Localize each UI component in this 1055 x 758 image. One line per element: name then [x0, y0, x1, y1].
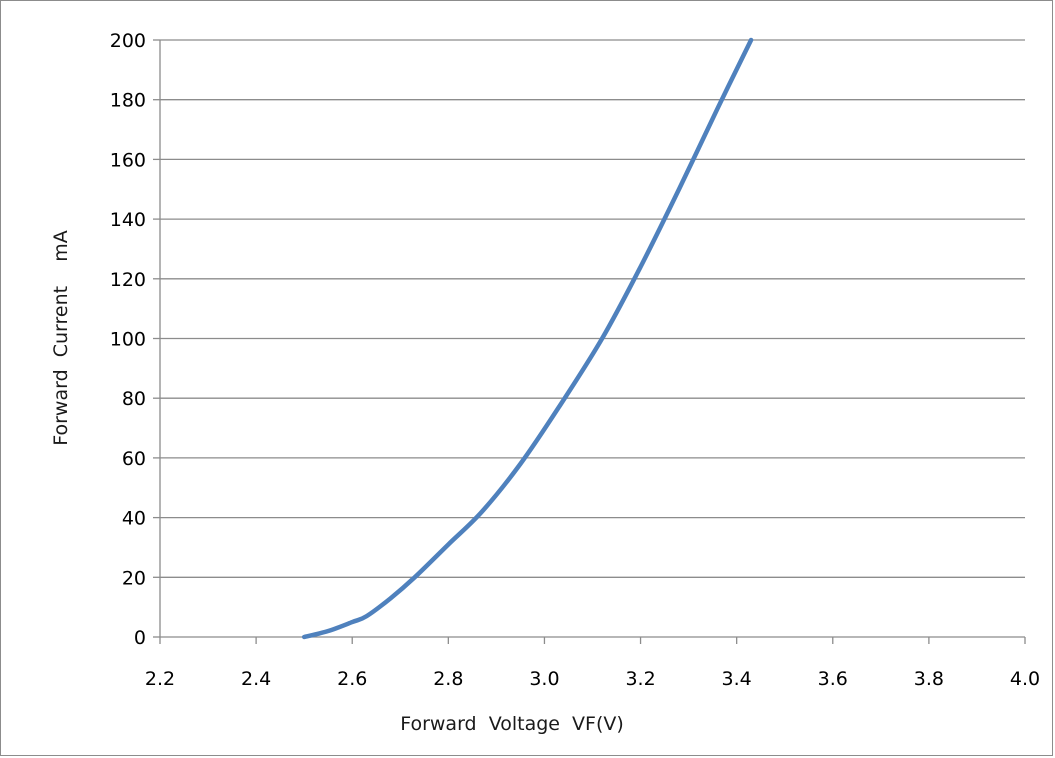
y-tick-label: 180 — [110, 90, 146, 112]
series-line — [301, 37, 754, 640]
y-tick-label: 160 — [110, 149, 146, 171]
x-tick-label: 3.2 — [625, 668, 655, 690]
grid-lines — [160, 39, 1025, 578]
x-tick-label: 4.0 — [1010, 668, 1040, 690]
x-tick-label: 2.2 — [145, 668, 175, 690]
y-tick-label: 40 — [122, 508, 146, 530]
y-tick-label: 120 — [110, 269, 146, 291]
axes — [153, 39, 1026, 644]
y-tick-label: 140 — [110, 209, 146, 231]
y-tick-label: 0 — [134, 627, 146, 649]
y-tick-label: 20 — [122, 567, 146, 589]
y-tick-label: 200 — [110, 30, 146, 52]
x-tick-label: 2.8 — [433, 668, 463, 690]
x-tick-label: 2.4 — [241, 668, 271, 690]
x-tick-label: 3.6 — [818, 668, 848, 690]
x-tick-label: 3.0 — [529, 668, 559, 690]
x-tick-label: 3.4 — [722, 668, 752, 690]
y-axis-title: Forward Current mA — [50, 230, 72, 446]
x-tick-label: 2.6 — [337, 668, 367, 690]
series-layer — [301, 37, 754, 640]
x-tick-label: 3.8 — [914, 668, 944, 690]
y-tick-label: 80 — [122, 388, 146, 410]
tick-labels: 0 20 40 60 80 100 120 140 160 180 200 2.2 2.4 2.6 2.8 3… — [110, 30, 1040, 690]
x-axis-title: Forward Voltage VF(V) — [400, 713, 624, 735]
y-tick-label: 60 — [122, 448, 146, 470]
y-tick-label: 100 — [110, 329, 146, 351]
